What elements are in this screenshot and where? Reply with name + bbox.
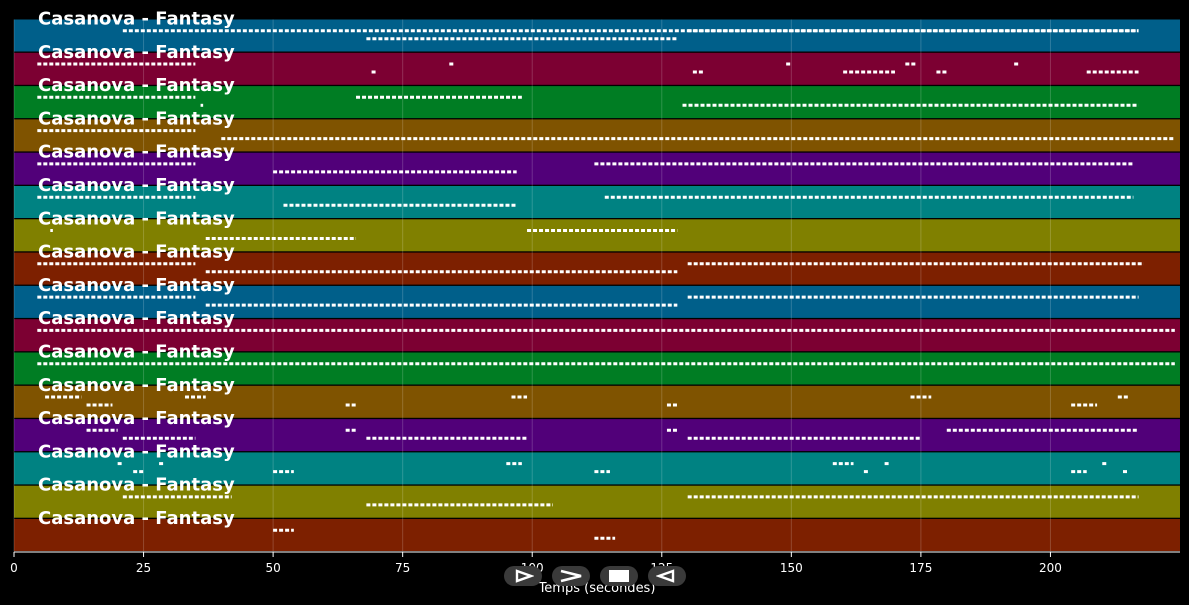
track-title: Casanova - Fantasy: [38, 475, 235, 496]
track-band: [14, 119, 1180, 152]
note-marks: [37, 29, 1175, 540]
track-band: [14, 485, 1180, 518]
tick-label: 200: [1039, 561, 1062, 575]
tick-label: 50: [265, 561, 280, 575]
track-band: [14, 219, 1180, 252]
playback-controls: [0, 566, 1189, 586]
stop-icon: [609, 570, 629, 582]
track-title: Casanova - Fantasy: [38, 275, 235, 296]
track-title: Casanova - Fantasy: [38, 42, 235, 63]
track-title: Casanova - Fantasy: [38, 175, 235, 196]
track-title: Casanova - Fantasy: [38, 242, 235, 263]
tick-label: 25: [136, 561, 151, 575]
track-title: Casanova - Fantasy: [38, 308, 235, 329]
rewind-button[interactable]: [648, 566, 686, 586]
track-band: [14, 52, 1180, 85]
track-band: [14, 252, 1180, 285]
track-band: [14, 86, 1180, 119]
tick-label: 150: [780, 561, 803, 575]
track-title: Casanova - Fantasy: [38, 75, 235, 96]
tick-label: 75: [395, 561, 410, 575]
track-band: [14, 519, 1180, 551]
track-band: [14, 352, 1180, 385]
track-title: Casanova - Fantasy: [38, 9, 235, 30]
track-title: Casanova - Fantasy: [38, 508, 235, 529]
track-band: [14, 152, 1180, 185]
fast-forward-button[interactable]: [552, 566, 590, 586]
track-title: Casanova - Fantasy: [38, 342, 235, 363]
track-band: [14, 419, 1180, 452]
track-band: [14, 186, 1180, 218]
track-band: [14, 319, 1180, 352]
track-bands: [14, 19, 1180, 551]
track-title: Casanova - Fantasy: [38, 408, 235, 429]
track-title: Casanova - Fantasy: [38, 375, 235, 396]
track-titles: Casanova - Fantasy Casanova - Fantasy Casa…: [38, 9, 235, 530]
track-band: [14, 285, 1180, 318]
track-title: Casanova - Fantasy: [38, 441, 235, 462]
track-title: Casanova - Fantasy: [38, 208, 235, 229]
play-button[interactable]: [504, 566, 542, 586]
fast-forward-icon: [560, 569, 582, 583]
rewind-icon: [656, 569, 675, 583]
track-title: Casanova - Fantasy: [38, 108, 235, 129]
track-band: [14, 19, 1180, 52]
grid-lines: [13, 19, 1051, 552]
stop-button[interactable]: [600, 566, 638, 586]
play-icon: [515, 569, 534, 583]
track-band: [14, 452, 1180, 485]
track-band: [14, 385, 1180, 418]
track-title: Casanova - Fantasy: [38, 142, 235, 163]
tick-label: 0: [10, 561, 18, 575]
tick-label: 175: [909, 561, 932, 575]
